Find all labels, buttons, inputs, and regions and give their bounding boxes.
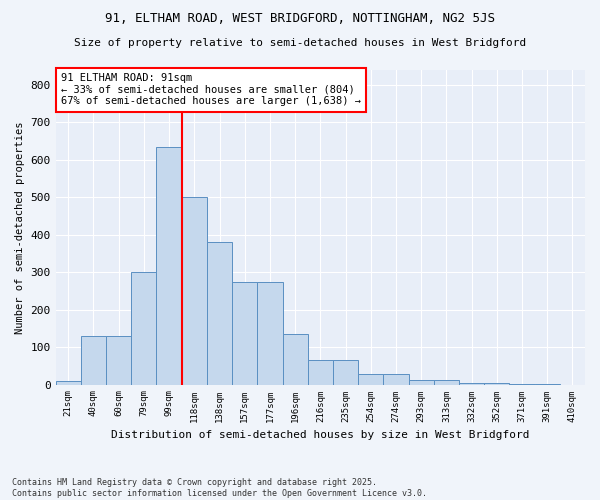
Bar	[283, 334, 308, 384]
Bar	[207, 242, 232, 384]
Bar	[308, 360, 333, 384]
Y-axis label: Number of semi-detached properties: Number of semi-detached properties	[15, 121, 25, 334]
Bar	[182, 198, 207, 384]
Bar	[484, 382, 509, 384]
Bar	[333, 360, 358, 384]
Bar	[106, 336, 131, 384]
Text: 91 ELTHAM ROAD: 91sqm
← 33% of semi-detached houses are smaller (804)
67% of sem: 91 ELTHAM ROAD: 91sqm ← 33% of semi-deta…	[61, 73, 361, 106]
Bar	[358, 374, 383, 384]
X-axis label: Distribution of semi-detached houses by size in West Bridgford: Distribution of semi-detached houses by …	[111, 430, 530, 440]
Text: Contains HM Land Registry data © Crown copyright and database right 2025.
Contai: Contains HM Land Registry data © Crown c…	[12, 478, 427, 498]
Bar	[257, 282, 283, 385]
Bar	[131, 272, 157, 384]
Text: Size of property relative to semi-detached houses in West Bridgford: Size of property relative to semi-detach…	[74, 38, 526, 48]
Bar	[459, 382, 484, 384]
Bar	[383, 374, 409, 384]
Bar	[409, 380, 434, 384]
Bar	[157, 147, 182, 384]
Bar	[56, 381, 81, 384]
Bar	[232, 282, 257, 385]
Bar	[81, 336, 106, 384]
Bar	[434, 380, 459, 384]
Text: 91, ELTHAM ROAD, WEST BRIDGFORD, NOTTINGHAM, NG2 5JS: 91, ELTHAM ROAD, WEST BRIDGFORD, NOTTING…	[105, 12, 495, 26]
